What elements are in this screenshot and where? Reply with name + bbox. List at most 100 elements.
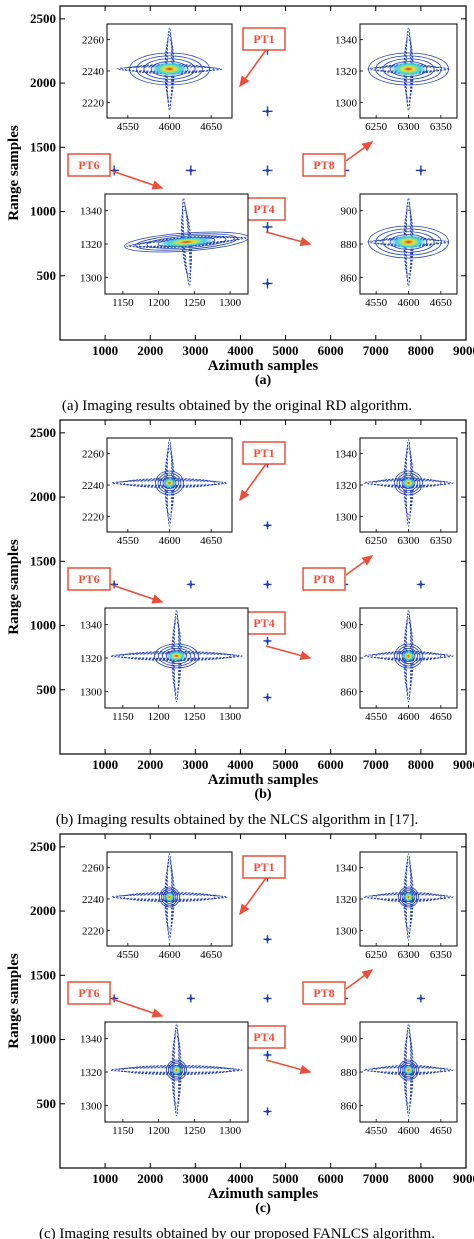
x-tick-label: 4000	[227, 757, 253, 772]
inset-pt1: 4550 4600 4650 2260 2240 2220	[82, 23, 233, 133]
mainlobe-contour	[368, 52, 449, 86]
sidelobe-range	[371, 478, 446, 488]
inset-y-tick-label: 1340	[80, 620, 103, 632]
mainlobe-contour	[157, 472, 182, 494]
target-point	[262, 278, 273, 289]
inset-y-tick-label: 1340	[335, 863, 358, 875]
sidelobe-range	[118, 1065, 235, 1075]
target-mark-dot	[265, 582, 270, 587]
x-tick-label: 6000	[318, 1171, 344, 1186]
inset-y-tick-label: 900	[341, 206, 358, 218]
callout-arrow	[345, 969, 374, 990]
callout-pt8: PT8	[302, 969, 374, 1005]
mainlobe-contour	[129, 52, 210, 86]
callout-pt8: PT8	[302, 555, 374, 591]
x-tick-label: 3000	[182, 757, 208, 772]
inset-x-tick-label: 4550	[117, 535, 140, 547]
psf-group	[363, 609, 454, 703]
inset-pt1: 4550 4600 4650 2260 2240 2220	[82, 851, 233, 961]
mainlobe-core	[402, 477, 415, 489]
sidelobe-range	[371, 651, 446, 661]
callout-pt6: PT6	[67, 567, 164, 604]
target-mark-dot	[265, 695, 270, 700]
y-tick-label: 2500	[30, 425, 56, 440]
x-tick-label: 9000	[453, 1171, 474, 1186]
mainlobe-contour	[396, 645, 421, 667]
mainlobe-contour	[399, 888, 418, 906]
panel-caption: (a) Imaging results obtained by the orig…	[62, 398, 412, 414]
x-tick-label: 8000	[408, 1171, 434, 1186]
panel-letter: (a)	[255, 373, 272, 388]
x-tick-label: 8000	[408, 343, 434, 358]
inset-x-tick-label: 1200	[148, 1125, 171, 1137]
mainlobe-contour	[401, 1063, 416, 1077]
sidelobe-range	[371, 238, 446, 246]
impulse-response	[116, 27, 223, 111]
x-tick-label: 5000	[273, 1171, 299, 1186]
x-tick-label: 4000	[227, 1171, 253, 1186]
mainlobe-contour	[399, 647, 418, 665]
mainlobe-contour	[150, 61, 189, 77]
inset-y-tick-label: 1300	[80, 1100, 103, 1112]
target-point	[110, 580, 119, 589]
inset-y-tick-label: 2260	[82, 35, 105, 47]
y-tick-label: 1000	[30, 1032, 56, 1047]
panel-letter: (b)	[254, 787, 271, 802]
mainlobe-contour	[146, 235, 227, 249]
callout-label: PT4	[253, 616, 274, 630]
target-point	[263, 1050, 272, 1059]
sidelobe-range	[371, 65, 446, 73]
inset-pt8: 6250 6300 6350 1340 1320 1300	[335, 23, 458, 133]
mainlobe-contour	[368, 225, 449, 259]
callout-arrow	[345, 141, 374, 162]
mainlobe-contour	[375, 228, 442, 256]
target-mark-dot	[265, 523, 270, 527]
inset-y-tick-label: 2240	[82, 894, 105, 906]
inset-y-tick-label: 2220	[82, 97, 105, 109]
inset-y-tick-label: 2220	[82, 511, 105, 523]
inset-x-tick-label: 6250	[365, 949, 388, 961]
target-mark-dot	[265, 281, 270, 286]
inset-x-tick-label: 4650	[200, 949, 223, 961]
impulse-response	[111, 853, 228, 941]
callout-arrow	[239, 463, 267, 502]
target-point	[185, 165, 196, 176]
target-point	[263, 693, 272, 702]
callout-pt1: PT1	[239, 27, 286, 88]
inset-y-tick-label: 2220	[82, 925, 105, 937]
target-point	[416, 580, 425, 589]
callout-box	[67, 981, 111, 1005]
x-tick-label: 1000	[92, 757, 118, 772]
y-tick-label: 1000	[30, 204, 56, 219]
inset-x-tick-label: 6300	[398, 949, 421, 961]
mainlobe-contour	[398, 1059, 419, 1081]
inset-y-tick-label: 2260	[82, 863, 105, 875]
sidelobe-range	[120, 65, 219, 73]
y-tick-label: 2500	[30, 839, 56, 854]
mainlobe-contour	[166, 1059, 187, 1081]
target-point	[416, 994, 425, 1003]
impulse-response	[110, 609, 243, 703]
x-tick-label: 8000	[408, 757, 434, 772]
inset-y-tick-label: 1300	[335, 97, 358, 109]
y-tick-label: 1000	[30, 618, 56, 633]
sidelobe-range	[371, 892, 446, 902]
inset-x-tick-label: 4650	[200, 121, 223, 133]
callout-pt6: PT6	[67, 153, 164, 190]
mainlobe-contour	[167, 1061, 186, 1079]
inset-y-tick-label: 1340	[335, 449, 358, 461]
impulse-response	[111, 439, 228, 527]
callout-arrow	[265, 1059, 312, 1075]
inset-y-tick-label: 880	[341, 1067, 358, 1079]
impulse-response	[124, 197, 249, 287]
mainlobe-contour	[154, 643, 199, 669]
inset-pt1: 4550 4600 4650 2260 2240 2220	[82, 437, 233, 547]
inset-y-tick-label: 860	[341, 1100, 358, 1112]
psf-group	[111, 439, 228, 527]
mainlobe-contour	[396, 472, 421, 494]
y-tick-label: 2000	[30, 489, 56, 504]
mainlobe-contour	[382, 231, 435, 253]
inset-x-tick-label: 4600	[398, 297, 421, 309]
x-tick-label: 5000	[273, 343, 299, 358]
inset-y-tick-label: 1300	[80, 272, 103, 284]
